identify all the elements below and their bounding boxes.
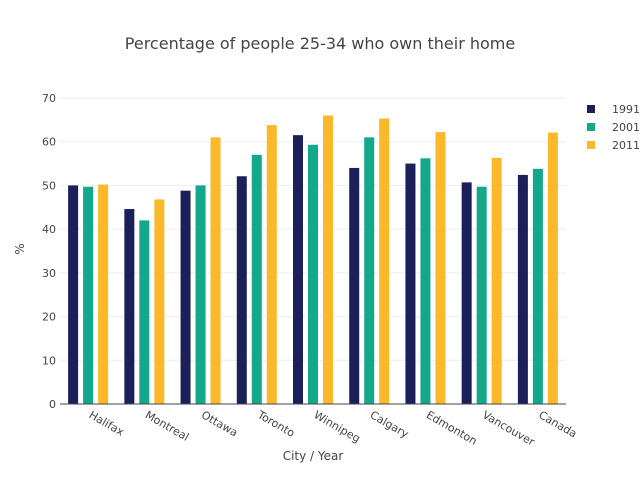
- bar-winnipeg-2001[interactable]: [308, 144, 318, 404]
- bar-winnipeg-2011[interactable]: [323, 115, 333, 404]
- bar-vancouver-2001[interactable]: [476, 186, 487, 404]
- bar-montreal-1991[interactable]: [124, 209, 135, 404]
- bar-ottawa-2011[interactable]: [210, 137, 221, 405]
- y-axis-ticks: 0 10 20 30 40 50 60 70: [42, 92, 56, 411]
- bar-calgary-2011[interactable]: [379, 118, 390, 404]
- legend-label: 1991: [612, 103, 640, 116]
- y-tick-label: 50: [42, 179, 56, 192]
- x-tick-label: Halifax: [87, 408, 127, 439]
- legend-swatch: [587, 123, 595, 131]
- legend-item-2011[interactable]: 2011: [587, 139, 640, 152]
- x-tick-label: Canada: [536, 408, 579, 440]
- bar-toronto-1991[interactable]: [236, 176, 247, 404]
- bar-ottawa-2001[interactable]: [195, 185, 206, 404]
- x-tick-label: Toronto: [254, 408, 297, 440]
- y-tick-label: 70: [42, 92, 56, 105]
- x-tick-label: Vancouver: [480, 408, 537, 448]
- bar-halifax-1991[interactable]: [68, 185, 79, 404]
- bar-toronto-2011[interactable]: [266, 125, 277, 405]
- bar-halifax-2011[interactable]: [98, 184, 109, 404]
- x-tick-label: Ottawa: [199, 408, 240, 439]
- bar-montreal-2011[interactable]: [154, 199, 165, 404]
- y-tick-label: 20: [42, 311, 56, 324]
- bar-edmonton-1991[interactable]: [405, 163, 416, 404]
- chart-title: Percentage of people 25-34 who own their…: [125, 34, 515, 53]
- bar-montreal-2001[interactable]: [139, 220, 150, 404]
- legend-swatch: [587, 141, 595, 149]
- bar-toronto-2001[interactable]: [251, 154, 262, 404]
- x-axis-ticks: Halifax Montreal Ottawa Toronto Winnipeg Calg…: [87, 408, 580, 449]
- y-tick-label: 40: [42, 223, 56, 236]
- bars: [68, 115, 558, 405]
- legend-label: 2001: [612, 121, 640, 134]
- legend-item-1991[interactable]: 1991: [587, 103, 640, 116]
- bar-winnipeg-1991[interactable]: [293, 135, 303, 404]
- bar-vancouver-2011[interactable]: [491, 157, 502, 404]
- y-tick-label: 30: [42, 267, 56, 280]
- x-tick-label: Montreal: [143, 408, 191, 443]
- bar-calgary-2001[interactable]: [364, 137, 375, 405]
- legend-label: 2011: [612, 139, 640, 152]
- bar-halifax-2001[interactable]: [83, 186, 94, 404]
- x-tick-label: Edmonton: [424, 408, 479, 447]
- y-tick-label: 0: [49, 398, 56, 411]
- legend-item-2001[interactable]: 2001: [587, 121, 640, 134]
- y-tick-label: 60: [42, 136, 56, 149]
- x-tick-label: Winnipeg: [312, 408, 363, 445]
- bar-canada-2011[interactable]: [547, 132, 558, 404]
- bar-ottawa-1991[interactable]: [180, 190, 191, 404]
- y-axis-title: %: [13, 243, 27, 254]
- bar-edmonton-2011[interactable]: [435, 132, 446, 404]
- x-axis-title: City / Year: [283, 449, 344, 463]
- legend-swatch: [587, 105, 595, 113]
- bar-canada-1991[interactable]: [517, 174, 528, 404]
- bar-canada-2001[interactable]: [532, 168, 543, 404]
- bar-calgary-1991[interactable]: [349, 167, 360, 404]
- y-tick-label: 10: [42, 354, 56, 367]
- bar-vancouver-1991[interactable]: [461, 182, 472, 404]
- legend[interactable]: 1991 2001 2011: [587, 103, 640, 152]
- bar-edmonton-2001[interactable]: [420, 158, 431, 404]
- x-tick-label: Calgary: [368, 408, 411, 441]
